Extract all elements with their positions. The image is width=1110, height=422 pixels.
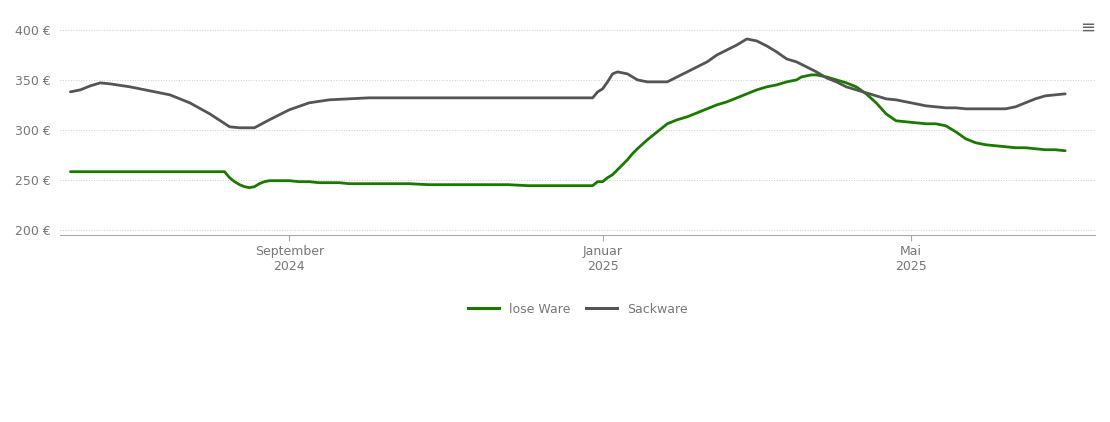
- Legend: lose Ware, Sackware: lose Ware, Sackware: [463, 298, 693, 321]
- Text: ≡: ≡: [1080, 19, 1096, 37]
